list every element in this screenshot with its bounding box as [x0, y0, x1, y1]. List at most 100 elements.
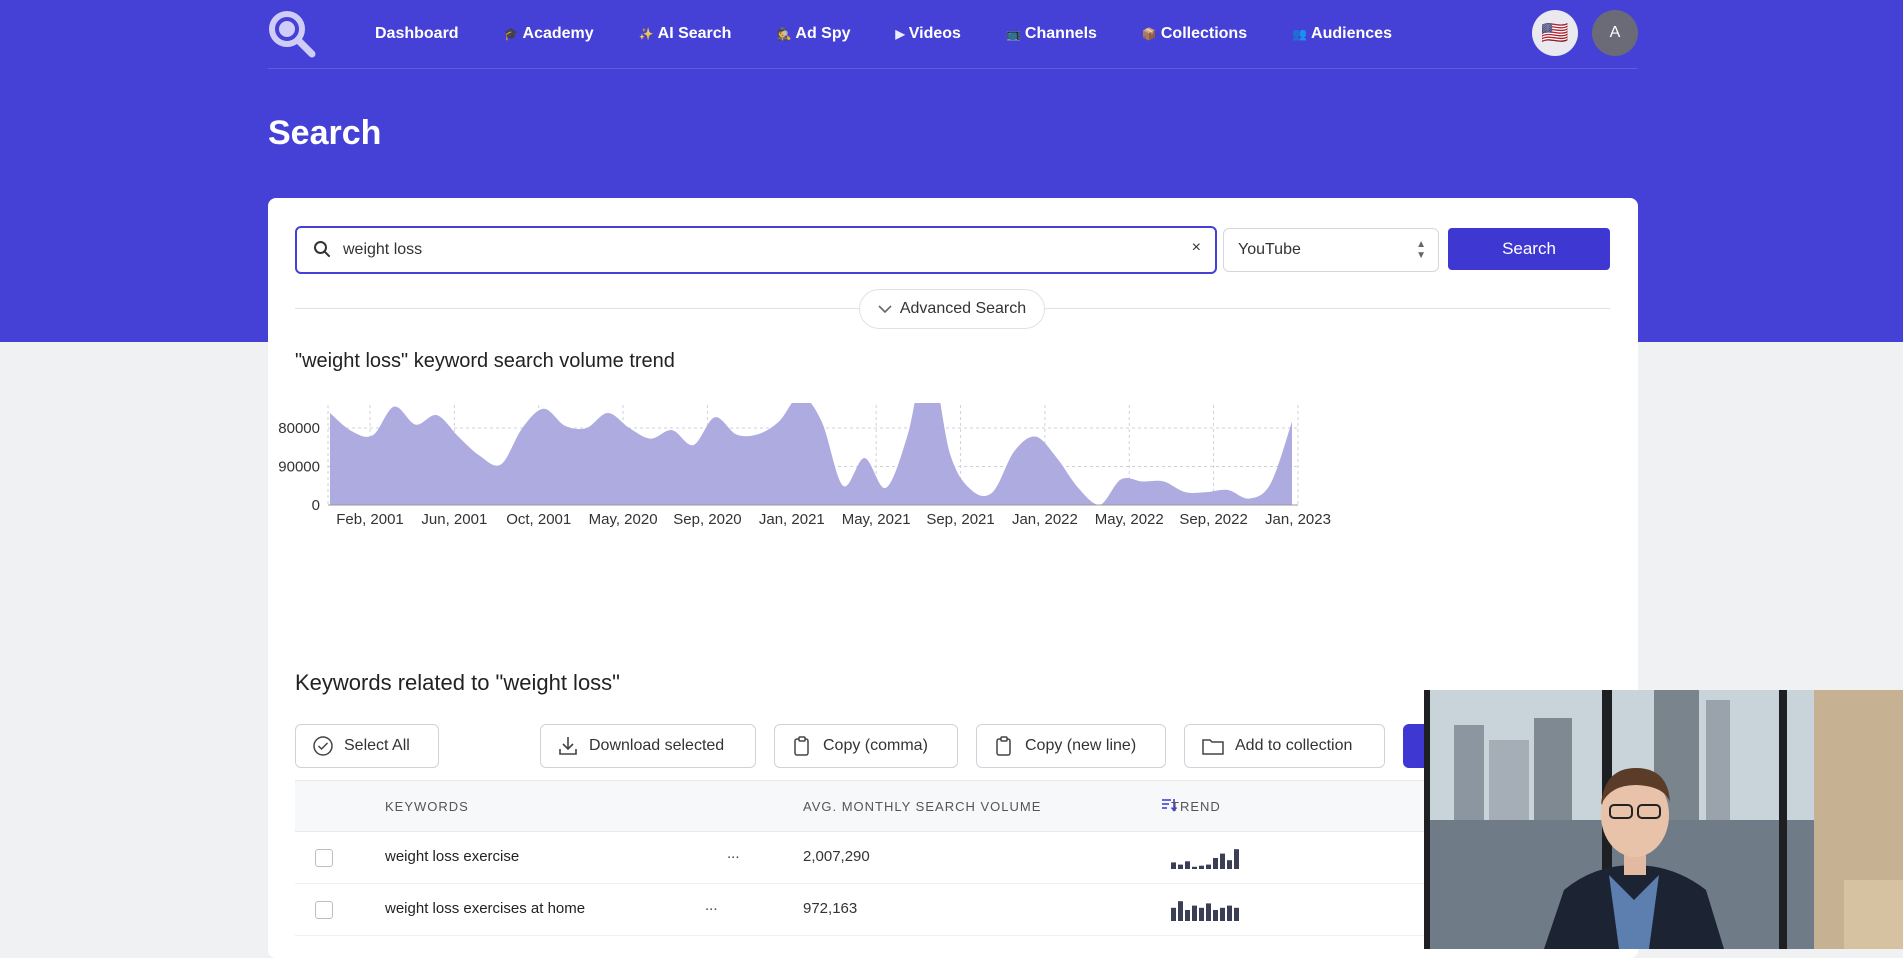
- more-icon[interactable]: ...: [705, 897, 718, 914]
- top-nav: Dashboard 🎓 Academy ✨ AI Search 🕵 Ad Spy ▶ V…: [268, 0, 1638, 69]
- graduation-cap-icon: 🎓: [503, 27, 519, 41]
- chart-title: "weight loss" keyword search volume tren…: [295, 350, 675, 372]
- x-tick-label: Jun, 2001: [421, 511, 487, 528]
- trend-bar: [1192, 905, 1197, 921]
- country-flag-button[interactable]: 🇺🇸: [1532, 10, 1578, 56]
- nav-audiences[interactable]: 👥 Audiences: [1292, 25, 1392, 42]
- trend-bar: [1185, 910, 1190, 921]
- nav-academy[interactable]: 🎓 Academy: [503, 25, 594, 42]
- table-row[interactable]: weight loss exercises at home ... 972,16…: [295, 883, 1610, 936]
- search-card: weight loss × YouTube ▲ ▼ Search Advanced…: [268, 198, 1638, 958]
- trend-bar: [1213, 910, 1218, 921]
- user-avatar[interactable]: A: [1592, 10, 1638, 56]
- table-row[interactable]: weight loss exercise ... 2,007,290: [295, 831, 1610, 884]
- nav-channels[interactable]: 📺 Channels: [1005, 25, 1097, 42]
- table-header: KEYWORDS AVG. MONTHLY SEARCH VOLUME TREN…: [295, 780, 1610, 832]
- search-input[interactable]: weight loss ×: [295, 226, 1217, 274]
- search-icon: [314, 241, 330, 257]
- logo-icon[interactable]: [268, 10, 316, 58]
- trend-bar: [1220, 853, 1225, 869]
- row-checkbox[interactable]: [315, 901, 333, 919]
- chevron-up-down-icon: ▲ ▼: [1416, 239, 1426, 261]
- copy-newline-button[interactable]: Copy (new line): [976, 724, 1166, 768]
- trend-bar: [1185, 861, 1190, 869]
- tv-icon: 📺: [1005, 27, 1021, 41]
- spy-icon: 🕵: [776, 27, 792, 41]
- download-icon: [559, 737, 577, 755]
- y-tick-label: 180000: [278, 420, 320, 437]
- sparkles-icon: ✨: [638, 27, 654, 41]
- box-icon: 📦: [1141, 27, 1157, 41]
- play-icon: ▶: [895, 27, 905, 41]
- nav-ad-spy[interactable]: 🕵 Ad Spy: [776, 25, 851, 42]
- keywords-section-title: Keywords related to "weight loss": [295, 670, 620, 695]
- x-tick-label: Oct, 2001: [506, 511, 571, 528]
- webcam-overlay: [1424, 690, 1903, 949]
- trend-bar: [1199, 865, 1204, 869]
- webcam-video-image: [1424, 690, 1903, 949]
- search-input-value: weight loss: [343, 241, 423, 258]
- x-tick-label: May, 2022: [1095, 511, 1164, 528]
- y-tick-label: 90000: [278, 459, 320, 476]
- nav-collections[interactable]: 📦 Collections: [1141, 25, 1248, 42]
- advanced-search-label: Advanced Search: [899, 300, 1027, 317]
- trend-bar: [1178, 901, 1183, 921]
- more-icon[interactable]: ...: [727, 845, 740, 862]
- trend-bar: [1171, 907, 1176, 921]
- sort-icon[interactable]: [1161, 798, 1177, 812]
- keyword-cell: weight loss exercises at home: [385, 900, 586, 917]
- trend-bar: [1234, 849, 1239, 869]
- column-volume[interactable]: AVG. MONTHLY SEARCH VOLUME: [803, 799, 1042, 814]
- clipboard-icon: [794, 736, 809, 756]
- x-tick-label: Sep, 2020: [673, 511, 741, 528]
- folder-icon: [1202, 739, 1224, 755]
- download-selected-button[interactable]: Download selected: [540, 724, 756, 768]
- volume-cell: 972,163: [803, 900, 858, 917]
- trend-sparkline: [1171, 849, 1239, 869]
- advanced-search-toggle[interactable]: Advanced Search: [859, 289, 1045, 329]
- trend-bar: [1213, 858, 1218, 869]
- volume-cell: 2,007,290: [803, 848, 870, 865]
- clipboard-icon: [996, 736, 1011, 756]
- x-tick-label: Sep, 2022: [1179, 511, 1247, 528]
- x-tick-label: May, 2020: [589, 511, 658, 528]
- copy-comma-button[interactable]: Copy (comma): [774, 724, 958, 768]
- nav-videos[interactable]: ▶ Videos: [895, 25, 961, 42]
- y-tick-label: 0: [312, 497, 320, 514]
- trend-sparkline: [1171, 901, 1239, 921]
- x-tick-label: Jan, 2023: [1265, 511, 1331, 528]
- trend-bar: [1171, 862, 1176, 869]
- clear-icon[interactable]: ×: [1191, 239, 1201, 256]
- trend-bar: [1178, 864, 1183, 869]
- x-tick-label: Sep, 2021: [926, 511, 994, 528]
- trend-bar: [1199, 907, 1204, 921]
- nav-dashboard[interactable]: Dashboard: [375, 25, 459, 42]
- x-tick-label: Jan, 2022: [1012, 511, 1078, 528]
- trend-bar: [1234, 907, 1239, 921]
- platform-select[interactable]: YouTube ▲ ▼: [1223, 228, 1439, 272]
- x-tick-label: May, 2021: [842, 511, 911, 528]
- trend-bar: [1192, 866, 1197, 869]
- search-button[interactable]: Search: [1448, 228, 1610, 270]
- column-keywords[interactable]: KEYWORDS: [385, 799, 469, 814]
- trend-bar: [1206, 864, 1211, 869]
- area-series: [330, 403, 1292, 505]
- x-tick-label: Feb, 2001: [336, 511, 404, 528]
- chevron-down-icon: [878, 305, 892, 314]
- column-trend: TREND: [1171, 799, 1221, 814]
- nav-ai-search[interactable]: ✨ AI Search: [638, 25, 732, 42]
- nav-links: Dashboard 🎓 Academy ✨ AI Search 🕵 Ad Spy ▶ V…: [371, 0, 1437, 68]
- check-circle-icon: [313, 736, 333, 756]
- x-tick-label: Jan, 2021: [759, 511, 825, 528]
- row-checkbox[interactable]: [315, 849, 333, 867]
- page-title: Search: [268, 114, 382, 152]
- keyword-cell: weight loss exercise: [385, 848, 520, 865]
- trend-bar: [1206, 903, 1211, 921]
- select-all-button[interactable]: Select All: [295, 724, 439, 768]
- people-icon: 👥: [1292, 27, 1308, 41]
- platform-select-value: YouTube: [1238, 241, 1301, 258]
- add-to-collection-button[interactable]: Add to collection: [1184, 724, 1385, 768]
- trend-bar: [1227, 905, 1232, 921]
- trend-bar: [1227, 860, 1232, 869]
